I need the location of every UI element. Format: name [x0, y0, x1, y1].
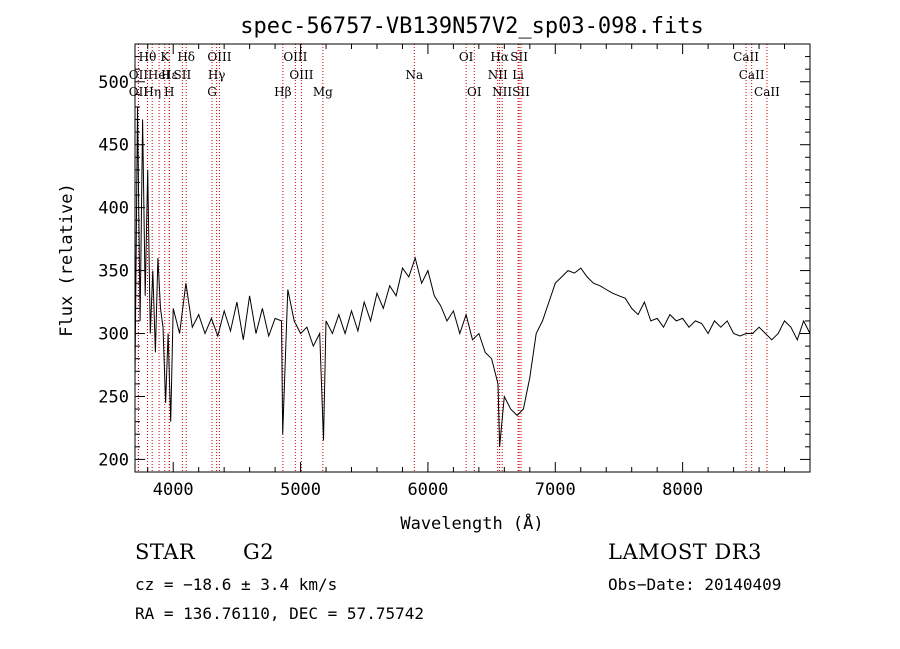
line-label-15: OIII	[289, 68, 313, 82]
x-tick-label-7000: 7000	[535, 480, 576, 500]
line-label-5: Hη	[143, 85, 161, 99]
y-tick-label-250: 250	[98, 387, 129, 407]
line-label-8: Hδ	[177, 50, 195, 64]
survey-name: LAMOST DR3	[608, 540, 762, 564]
y-tick-label-450: 450	[98, 136, 129, 156]
subclass: G2	[243, 540, 275, 564]
line-label-2: OII	[129, 85, 149, 99]
line-label-24: Li	[512, 68, 524, 82]
line-label-4: Hε	[161, 68, 178, 82]
line-label-27: CaII	[739, 68, 765, 82]
plot-frame	[134, 43, 811, 473]
line-label-12: G	[207, 85, 217, 99]
line-label-18: OI	[459, 50, 474, 64]
line-label-28: CaII	[754, 85, 780, 99]
redshift-text: cz = −18.6 ± 3.4 km/s	[135, 575, 338, 594]
y-tick-label-300: 300	[98, 325, 129, 345]
emission-line-markers	[137, 44, 768, 472]
line-label-3: K	[160, 50, 170, 64]
chart-title: spec-56757-VB139N57V2_sp03-098.fits	[240, 14, 704, 39]
y-tick-label-350: 350	[98, 262, 129, 282]
y-tick-label-200: 200	[98, 450, 129, 470]
spectrum-series-line	[134, 106, 811, 447]
obs-date: Obs−Date: 20140409	[608, 575, 782, 594]
line-label-6: HeI	[148, 68, 171, 82]
line-label-11: Hγ	[208, 68, 226, 82]
line-label-20: Hα	[490, 50, 509, 64]
line-label-26: CaII	[733, 50, 759, 64]
x-tick-label-5000: 5000	[280, 480, 321, 500]
line-label-22: NII	[492, 85, 512, 99]
object-class: STAR	[135, 540, 196, 564]
y-tick-label-500: 500	[98, 73, 129, 93]
line-label-9: SII	[174, 68, 192, 82]
x-tick-label-8000: 8000	[662, 480, 703, 500]
x-axis-ticks: 4000 5000 6000 7000 8000	[147, 44, 786, 500]
y-axis-label: Flux (relative)	[57, 183, 77, 337]
line-label-0: Hθ	[139, 50, 157, 64]
coordinates: RA = 136.76110, DEC = 57.75742	[135, 604, 424, 623]
y-tick-label-400: 400	[98, 199, 129, 219]
line-label-25: SII	[512, 85, 530, 99]
x-tick-label-6000: 6000	[407, 480, 448, 500]
line-label-1: OII	[129, 68, 149, 82]
x-tick-label-4000: 4000	[153, 480, 194, 500]
y-axis-ticks: 200 250 300 350 400 450 500	[98, 56, 810, 470]
line-label-7: H	[164, 85, 174, 99]
line-label-19: OI	[467, 85, 482, 99]
line-label-17: Na	[405, 68, 423, 82]
x-axis-label: Wavelength (Å)	[400, 512, 543, 534]
line-label-16: Mg	[313, 85, 333, 99]
line-label-14: OIII	[283, 50, 307, 64]
line-label-10: OIII	[207, 50, 231, 64]
line-label-23: SII	[510, 50, 528, 64]
line-label-21: NII	[488, 68, 508, 82]
line-label-13: Hβ	[274, 85, 291, 99]
